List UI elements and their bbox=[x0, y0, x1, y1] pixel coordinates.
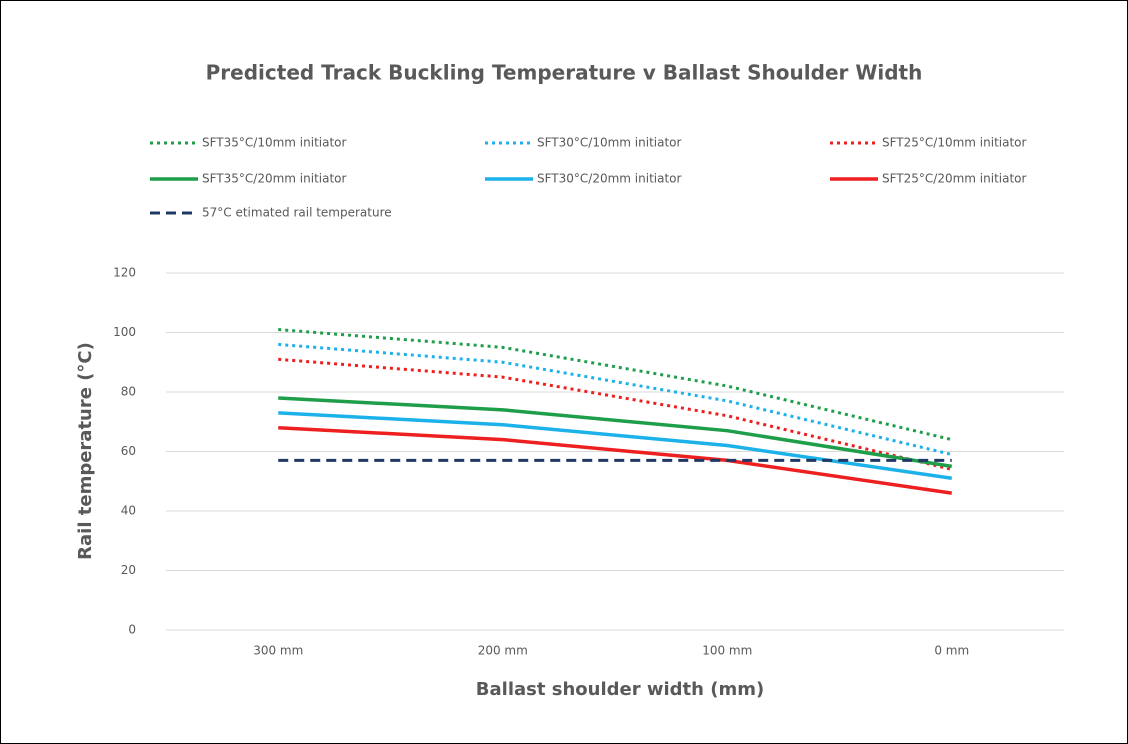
legend-label: SFT35°C/10mm initiator bbox=[202, 136, 347, 150]
legend-label: SFT30°C/10mm initiator bbox=[537, 136, 682, 150]
series-line bbox=[278, 425, 953, 495]
y-tick-label: 40 bbox=[121, 504, 136, 518]
y-tick-label: 20 bbox=[121, 563, 136, 577]
y-tick-label: 120 bbox=[113, 266, 136, 280]
y-tick-label: 80 bbox=[121, 385, 136, 399]
y-tick-label: 0 bbox=[128, 623, 136, 637]
x-tick-label: 0 mm bbox=[934, 644, 969, 658]
y-axis-title: Rail temperature (°C) bbox=[75, 342, 96, 560]
y-tick-label: 60 bbox=[121, 444, 136, 458]
series-line bbox=[278, 342, 953, 456]
legend-label: 57°C etimated rail temperature bbox=[202, 206, 392, 220]
legend-label: SFT25°C/20mm initiator bbox=[882, 172, 1027, 186]
legend-label: SFT30°C/20mm initiator bbox=[537, 172, 682, 186]
legend-label: SFT25°C/10mm initiator bbox=[882, 136, 1027, 150]
x-tick-label: 300 mm bbox=[253, 644, 303, 658]
x-tick-label: 100 mm bbox=[702, 644, 752, 658]
x-tick-label: 200 mm bbox=[478, 644, 528, 658]
x-axis-title: Ballast shoulder width (mm) bbox=[476, 679, 764, 700]
chart-title: Predicted Track Buckling Temperature v B… bbox=[206, 61, 923, 85]
series-line bbox=[278, 328, 953, 442]
legend-label: SFT35°C/20mm initiator bbox=[202, 172, 347, 186]
series-line bbox=[278, 396, 953, 469]
series-line bbox=[278, 357, 953, 471]
y-tick-label: 100 bbox=[113, 325, 136, 339]
